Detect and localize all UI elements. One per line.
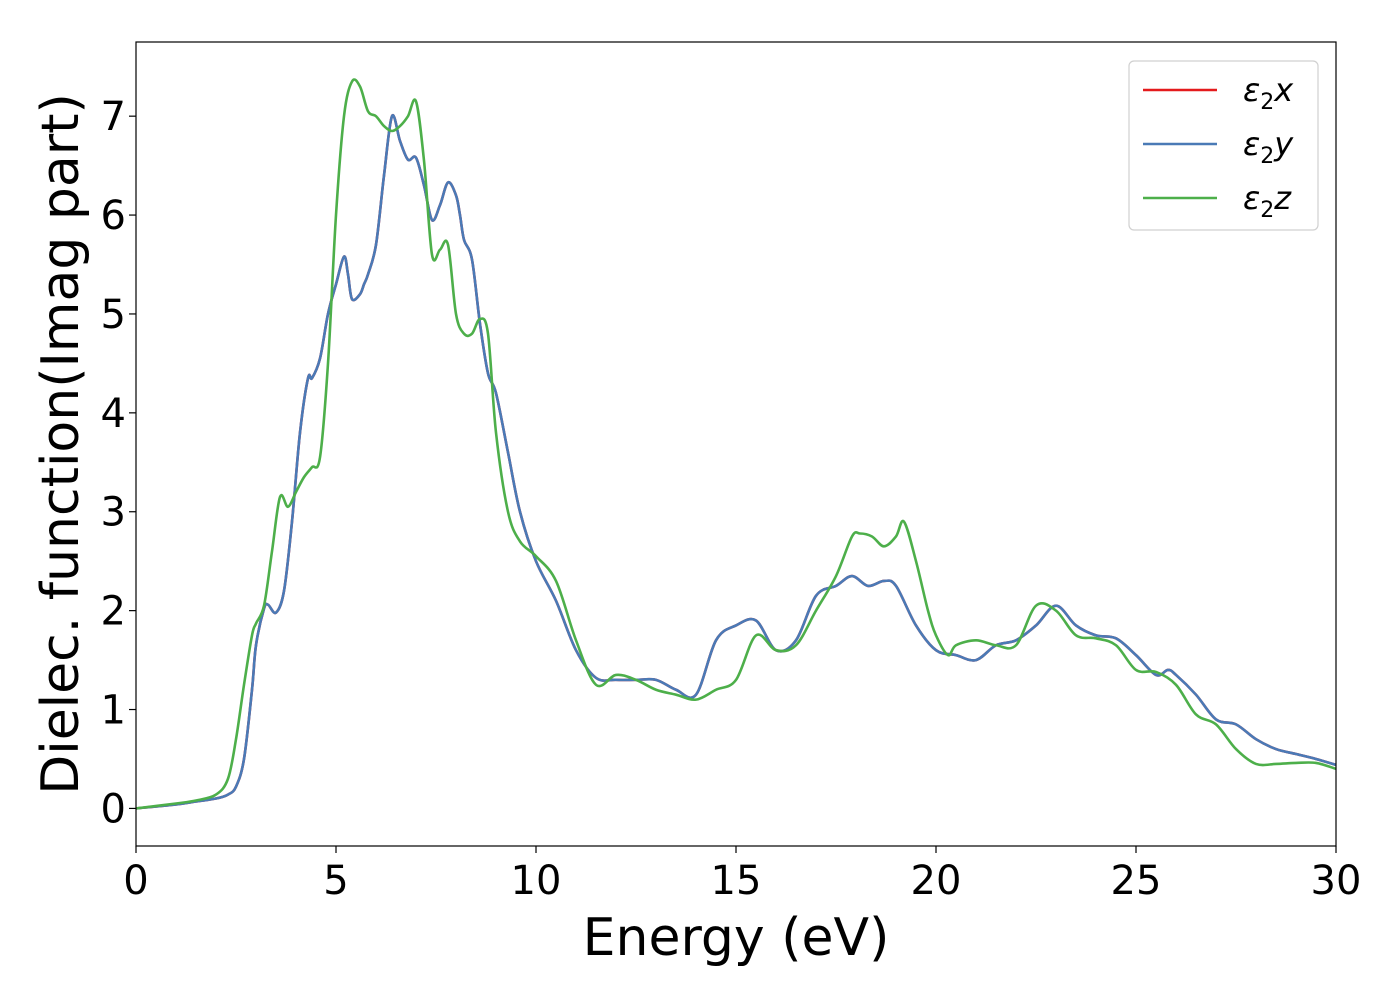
legend-box	[1128, 60, 1319, 231]
y-tick-label: 7	[101, 94, 126, 140]
x-tick-label: 20	[911, 858, 962, 904]
legend-subscript: 2	[1260, 90, 1274, 115]
x-tick-label: 30	[1311, 858, 1362, 904]
y-tick-label: 4	[101, 391, 126, 437]
series-line-z	[136, 78, 1336, 810]
legend-component: y	[1273, 125, 1294, 163]
x-tick-label: 10	[511, 858, 562, 904]
y-tick-label: 5	[101, 292, 126, 338]
legend-symbol: ε	[1243, 71, 1260, 109]
y-tick-label: 1	[101, 688, 126, 734]
x-tick-label: 25	[1111, 858, 1162, 904]
legend-label-x: ε2x	[1243, 71, 1294, 115]
y-tick-label: 2	[101, 589, 126, 635]
y-axis-ticks: 0 1 2 3 4 5 6 7	[101, 94, 136, 832]
y-tick-label: 0	[101, 786, 126, 832]
x-tick-label: 0	[123, 858, 148, 904]
legend-symbol: ε	[1243, 125, 1260, 163]
legend-component: z	[1273, 179, 1292, 217]
legend-label-y: ε2y	[1243, 125, 1294, 169]
y-axis-label: Dielec. function(Imag part)	[31, 93, 91, 795]
series-lines	[136, 78, 1336, 810]
legend-component: x	[1273, 71, 1294, 109]
x-tick-label: 15	[711, 858, 762, 904]
legend-symbol: ε	[1243, 179, 1260, 217]
y-tick-label: 6	[101, 193, 126, 239]
legend-subscript: 2	[1260, 144, 1274, 169]
series-line-y	[136, 113, 1336, 810]
x-tick-label: 5	[323, 858, 348, 904]
x-axis-ticks: 0 5 10 15 20 25 30	[123, 846, 1361, 904]
legend-label-z: ε2z	[1243, 179, 1292, 223]
x-axis-label: Energy (eV)	[583, 908, 890, 968]
y-tick-label: 3	[101, 490, 126, 536]
legend-subscript: 2	[1260, 198, 1274, 223]
